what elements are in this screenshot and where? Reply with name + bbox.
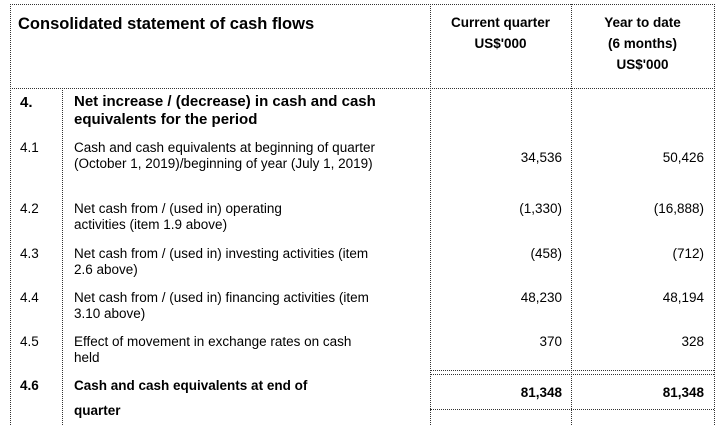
cash-flow-statement: Consolidated statement of cash flows Cur… <box>10 4 715 425</box>
top-border <box>10 4 715 5</box>
total-rule-top-2 <box>430 374 714 375</box>
year-to-date-unit: US$'000 <box>616 57 669 72</box>
total-ytd-value: 81,348 <box>662 385 704 400</box>
total-row-label-line2: quarter <box>74 403 121 418</box>
row-current-value: 370 <box>539 334 562 349</box>
row-number: 4.4 <box>20 290 39 305</box>
statement-title: Consolidated statement of cash flows <box>18 15 315 33</box>
year-to-date-period: (6 months) <box>608 36 677 51</box>
year-to-date-header: Year to date (6 months) US$'000 <box>571 12 714 75</box>
row-ytd-value: 50,426 <box>662 150 704 165</box>
row-current-value: 48,230 <box>520 290 562 305</box>
row-current-value: 34,536 <box>520 150 562 165</box>
row-ytd-value: 328 <box>681 334 704 349</box>
row-number: 4.5 <box>20 334 39 349</box>
row-number: 4.1 <box>20 140 39 155</box>
row-label: Net cash from / (used in) investing acti… <box>74 246 369 277</box>
row-number: 4.3 <box>20 246 39 261</box>
section-title: Net increase / (decrease) in cash and ca… <box>74 93 376 128</box>
row-label: Net cash from / (used in) financing acti… <box>74 290 369 321</box>
current-quarter-unit: US$'000 <box>474 36 527 51</box>
col-divider-current <box>430 4 431 425</box>
total-row-number: 4.6 <box>20 378 39 393</box>
row-label: Cash and cash equivalents at beginning o… <box>74 140 375 171</box>
left-border <box>10 4 11 425</box>
row-label: Effect of movement in exchange rates on … <box>74 334 352 365</box>
total-rule-bottom <box>430 409 714 410</box>
row-number: 4.2 <box>20 201 39 216</box>
section-number: 4. <box>20 94 33 111</box>
current-quarter-header: Current quarter US$'000 <box>430 12 571 54</box>
col-divider-ytd <box>571 4 572 425</box>
header-bottom-border <box>10 88 715 89</box>
row-current-value: (1,330) <box>519 201 562 216</box>
total-rule-top-1 <box>430 370 714 371</box>
row-ytd-value: (712) <box>672 246 704 261</box>
total-row-label-line1: Cash and cash equivalents at end of <box>74 378 308 393</box>
row-label: Net cash from / (used in) operating acti… <box>74 201 282 232</box>
total-current-value: 81,348 <box>520 385 562 400</box>
year-to-date-label: Year to date <box>604 15 681 30</box>
row-ytd-value: (16,888) <box>653 201 704 216</box>
row-current-value: (458) <box>530 246 562 261</box>
current-quarter-label: Current quarter <box>450 15 550 30</box>
right-border <box>714 4 715 425</box>
col-divider-number <box>62 88 63 425</box>
row-ytd-value: 48,194 <box>662 290 704 305</box>
